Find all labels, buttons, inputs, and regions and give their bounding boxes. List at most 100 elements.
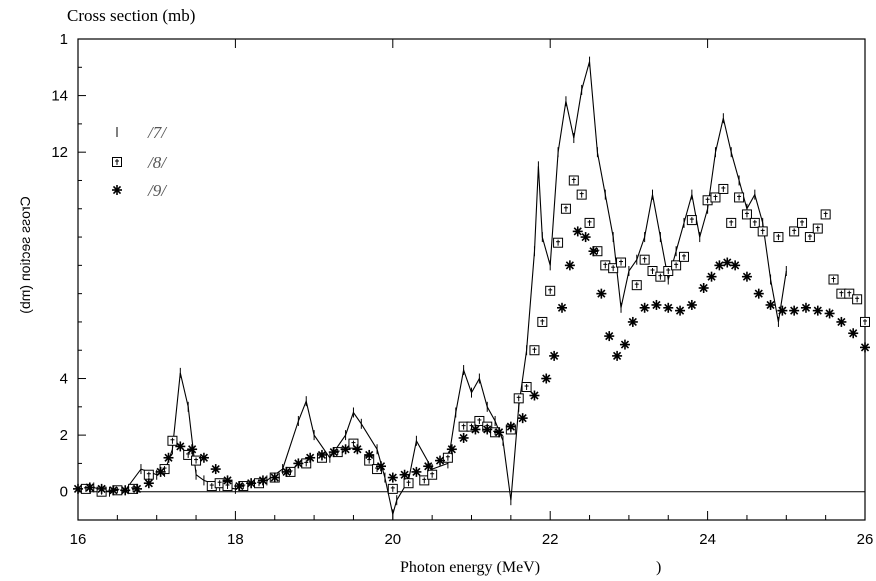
data-point-asterisk: [293, 458, 304, 469]
data-point-square: [804, 232, 815, 243]
data-point-asterisk: [155, 466, 166, 477]
data-point-asterisk: [612, 350, 623, 361]
data-point-square: [757, 226, 768, 237]
data-point-square: [852, 294, 863, 305]
data-point-square: [686, 215, 697, 226]
legend: /7/ /8/ /9/: [112, 123, 168, 200]
data-point-asterisk: [675, 305, 686, 316]
data-point-asterisk: [686, 299, 697, 310]
data-point-asterisk: [375, 461, 386, 472]
y-tick-label: 2: [60, 427, 68, 444]
data-point-square: [167, 435, 178, 446]
data-point-asterisk: [627, 316, 638, 327]
legend-item: /8/: [112, 153, 168, 172]
data-point-asterisk: [824, 308, 835, 319]
x-tick-label: 22: [542, 531, 559, 548]
data-point-asterisk: [387, 472, 398, 483]
data-point-square: [639, 254, 650, 265]
data-point-square: [616, 257, 627, 268]
data-point-asterisk: [557, 302, 568, 313]
data-point-square: [387, 483, 398, 494]
data-point-square: [726, 217, 737, 228]
data-point-square: [663, 266, 674, 277]
y-tick-label: 0: [60, 484, 68, 501]
data-point-square: [797, 217, 808, 228]
data-point-asterisk: [246, 478, 257, 489]
data-point-asterisk: [257, 475, 268, 486]
x-tick-label: 26: [857, 531, 874, 548]
data-point-asterisk: [517, 413, 528, 424]
data-point-asterisk: [777, 305, 788, 316]
data-point-asterisk: [446, 444, 457, 455]
data-point-asterisk: [482, 424, 493, 435]
stray-bracket: ): [656, 559, 661, 576]
data-point-square: [537, 316, 548, 327]
data-point-asterisk: [96, 483, 107, 494]
data-point-asterisk: [714, 260, 725, 271]
data-point-square: [655, 271, 666, 282]
legend-label: /8/: [147, 153, 168, 172]
data-point-asterisk: [305, 452, 316, 463]
data-point-square: [608, 263, 619, 274]
data-point-asterisk: [541, 373, 552, 384]
series-3: [73, 226, 870, 496]
data-point-asterisk: [619, 339, 630, 350]
data-point-asterisk: [163, 452, 174, 463]
x-axis-ticks: 16 18 20 22 24 26: [70, 39, 874, 548]
x-axis-label: Photon energy (MeV): [400, 559, 540, 576]
data-point-asterisk: [84, 482, 95, 493]
x-tick-label: 24: [699, 531, 716, 548]
data-point-square: [789, 226, 800, 237]
data-point-asterisk: [340, 444, 351, 455]
data-point-asterisk: [435, 455, 446, 466]
data-point-square: [112, 157, 122, 167]
data-point-asterisk: [663, 302, 674, 313]
data-point-square: [734, 192, 745, 203]
data-point-asterisk: [572, 226, 583, 237]
data-point-asterisk: [423, 461, 434, 472]
data-point-square: [820, 209, 831, 220]
data-point-asterisk: [187, 444, 198, 455]
data-point-square: [553, 237, 564, 248]
data-point-square: [513, 393, 524, 404]
data-point-asterisk: [132, 483, 143, 494]
x-tick-label: 20: [384, 531, 401, 548]
chart-title: Cross section (mb): [67, 6, 195, 25]
data-point-square: [427, 469, 438, 480]
y-axis-ticks: 0 2 4 12 14 1: [51, 31, 86, 521]
data-point-asterisk: [399, 469, 410, 480]
data-point-square: [545, 285, 556, 296]
data-point-asterisk: [848, 328, 859, 339]
data-point-asterisk: [580, 232, 591, 243]
data-point-asterisk: [73, 483, 83, 494]
data-point-asterisk: [281, 466, 292, 477]
data-point-square: [710, 192, 721, 203]
series-layer: [73, 56, 870, 520]
data-point-asterisk: [352, 444, 363, 455]
data-point-asterisk: [860, 342, 870, 353]
y-tick-label: 4: [60, 371, 68, 388]
x-tick-label: 18: [227, 531, 244, 548]
y-axis-label-mirror-text: Cross section (mb): [17, 196, 33, 313]
data-point-square: [474, 415, 485, 426]
data-point-square: [773, 232, 784, 243]
data-point-asterisk: [112, 185, 122, 195]
data-point-asterisk: [706, 271, 717, 282]
data-point-asterisk: [604, 331, 615, 342]
data-point-square: [521, 382, 532, 393]
data-point-square: [749, 217, 760, 228]
data-point-square: [671, 260, 682, 271]
data-point-asterisk: [836, 316, 847, 327]
data-point-asterisk: [198, 452, 209, 463]
data-point-asterisk: [316, 449, 327, 460]
data-point-square: [647, 266, 658, 277]
legend-label: /9/: [147, 181, 168, 200]
data-point-square: [828, 274, 839, 285]
legend-label: /7/: [147, 123, 168, 142]
data-point-asterisk: [651, 299, 662, 310]
y-axis-label-mirrored: Cross section (mb): [17, 196, 33, 313]
data-point-square: [403, 478, 414, 489]
data-point-square: [718, 183, 729, 194]
data-point-asterisk: [175, 441, 186, 452]
data-point-asterisk: [328, 447, 339, 458]
